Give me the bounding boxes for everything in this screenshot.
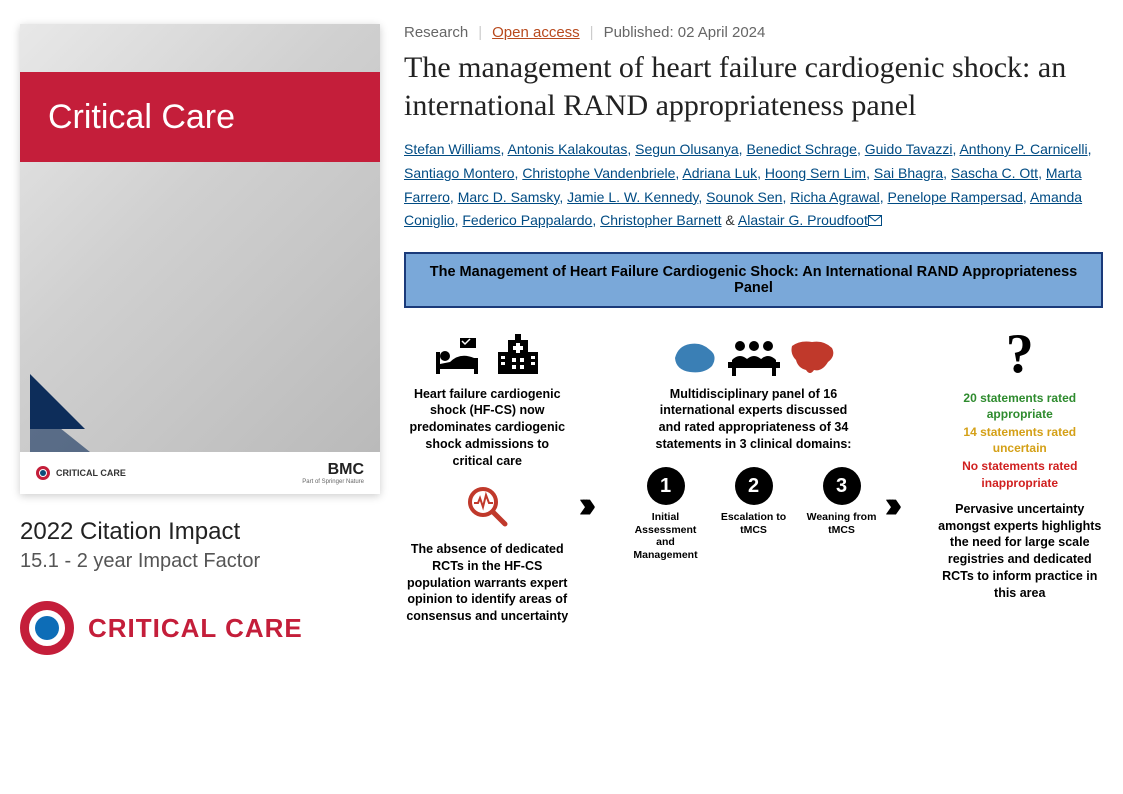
author-link[interactable]: Jamie L. W. Kennedy [567, 189, 698, 205]
domain-number-badge: 2 [735, 467, 773, 505]
col2-text: Multidisciplinary panel of 16 internatio… [649, 386, 859, 454]
cover-footer-brand: CRITICAL CARE [56, 468, 126, 478]
author-link[interactable]: Antonis Kalakoutas [507, 141, 627, 157]
impact-title: 2022 Citation Impact [20, 518, 380, 546]
europe-map-icon [670, 338, 720, 378]
author-link[interactable]: Guido Tavazzi [865, 141, 953, 157]
col3-conclusion: Pervasive uncertainty amongst experts hi… [937, 501, 1104, 602]
author-link[interactable]: Sounok Sen [706, 189, 782, 205]
domain-label: Weaning from tMCS [807, 511, 877, 536]
critical-care-mini-logo-icon [36, 466, 50, 480]
hospital-building-icon [496, 334, 540, 378]
author-link[interactable]: Christopher Barnett [600, 212, 721, 228]
cover-journal-title: Critical Care [48, 98, 235, 137]
article-meta: Research | Open access | Published: 02 A… [404, 24, 1103, 41]
domain-number-badge: 1 [647, 467, 685, 505]
author-link[interactable]: Santiago Montero [404, 165, 515, 181]
domain-number-badge: 3 [823, 467, 861, 505]
north-america-map-icon [788, 338, 838, 378]
author-link[interactable]: Anthony P. Carnicelli [959, 141, 1087, 157]
clinical-domain: 2 Escalation to tMCS [719, 467, 789, 561]
arrow-icon: ››› [885, 424, 929, 527]
article-title: The management of heart failure cardioge… [404, 49, 1103, 124]
author-link[interactable]: Segun Olusanya [635, 141, 739, 157]
author-link[interactable]: Federico Pappalardo [462, 212, 592, 228]
infographic: Heart failure cardiogenic shock (HF-CS) … [404, 326, 1103, 626]
clinical-domain: 1 Initial Assessment and Management [631, 467, 701, 561]
bmc-logo-text: BMC [328, 461, 364, 479]
author-link[interactable]: Richa Agrawal [790, 189, 880, 205]
published-date: Published: 02 April 2024 [604, 24, 766, 41]
domain-label: Escalation to tMCS [719, 511, 789, 536]
domain-label: Initial Assessment and Management [631, 511, 701, 561]
arrow-icon: ››› [579, 424, 623, 527]
author-link[interactable]: Marc D. Samsky [458, 189, 560, 205]
question-mark-icon: ? [1006, 326, 1034, 382]
critical-care-logo-icon [20, 601, 74, 655]
panel-people-icon [726, 338, 782, 378]
infographic-banner: The Management of Heart Failure Cardioge… [404, 252, 1103, 308]
infographic-col-2: Multidisciplinary panel of 16 internatio… [631, 326, 877, 562]
impact-value: 15.1 - 2 year Impact Factor [20, 550, 380, 573]
cover-title-band: Critical Care [20, 72, 380, 162]
author-link[interactable]: Benedict Schrage [746, 141, 857, 157]
open-access-link[interactable]: Open access [492, 24, 580, 41]
journal-cover: Critical Care CRITICAL CARE BMC Part of … [20, 24, 380, 494]
brand-row: CRITICAL CARE [20, 601, 380, 655]
author-list: Stefan Williams, Antonis Kalakoutas, Seg… [404, 138, 1103, 234]
author-link[interactable]: Penelope Rampersad [888, 189, 1023, 205]
rating-statement: 20 statements rated appropriate [937, 390, 1104, 422]
brand-text: CRITICAL CARE [88, 613, 303, 644]
bmc-subtext: Part of Springer Nature [302, 479, 364, 485]
rating-statement: No statements rated inappropriate [937, 458, 1104, 490]
author-link[interactable]: Hoong Sern Lim [765, 165, 866, 181]
clinical-domain: 3 Weaning from tMCS [807, 467, 877, 561]
author-link[interactable]: Sascha C. Ott [951, 165, 1038, 181]
author-link[interactable]: Stefan Williams [404, 141, 500, 157]
hospital-bed-icon [434, 338, 482, 378]
correspondence-email-icon[interactable] [868, 210, 882, 234]
author-link[interactable]: Christophe Vandenbriele [522, 165, 675, 181]
col1-text1: Heart failure cardiogenic shock (HF-CS) … [404, 386, 571, 470]
author-link[interactable]: Adriana Luk [682, 165, 757, 181]
rating-statement: 14 statements rated uncertain [937, 424, 1104, 456]
article-category: Research [404, 24, 468, 41]
author-link[interactable]: Alastair G. Proudfoot [738, 212, 868, 228]
magnifier-chart-icon [465, 484, 509, 528]
infographic-col-3: ? 20 statements rated appropriate14 stat… [937, 326, 1104, 602]
author-link[interactable]: Sai Bhagra [874, 165, 943, 181]
cover-footer: CRITICAL CARE BMC Part of Springer Natur… [20, 452, 380, 494]
infographic-col-1: Heart failure cardiogenic shock (HF-CS) … [404, 326, 571, 626]
citation-impact: 2022 Citation Impact 15.1 - 2 year Impac… [20, 518, 380, 573]
col1-text2: The absence of dedicated RCTs in the HF-… [404, 541, 571, 625]
